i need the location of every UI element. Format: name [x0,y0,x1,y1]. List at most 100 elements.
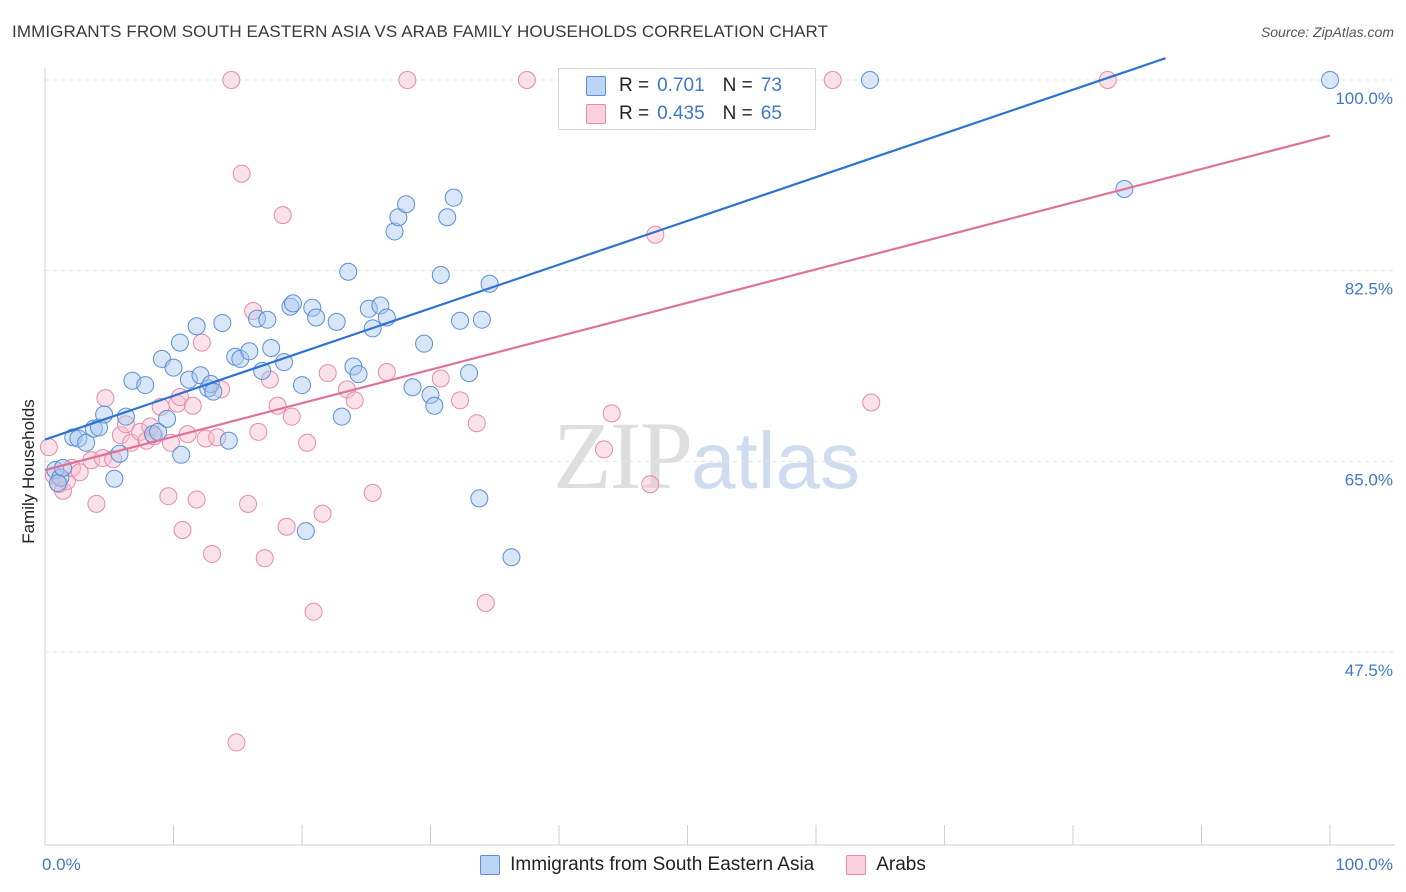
data-point-sea [1321,71,1339,89]
data-point-sea [281,297,300,316]
data-point-sea [303,298,322,317]
data-point-arabs [304,602,323,621]
data-point-arabs [345,391,364,410]
data-point-sea [296,522,315,541]
legend-item-arabs[interactable]: Arabs [846,854,926,876]
source-attribution: Source: ZipAtlas.com [1260,24,1394,40]
data-point-sea [385,222,404,241]
data-point-arabs [641,475,660,494]
data-point-sea [444,188,463,207]
stats-legend: R = 0.701 N = 73 R = 0.435 N = 65 [558,68,816,130]
data-point-arabs [70,463,89,482]
data-point-arabs [298,433,317,452]
data-point-sea [240,342,259,361]
data-point-sea [172,445,191,464]
legend-item-sea[interactable]: Immigrants from South Eastern Asia [480,854,814,876]
data-point-sea [415,334,434,353]
legend-swatch-sea [480,855,501,875]
data-point-arabs [398,71,417,89]
y-tick-label: 100.0% [1335,89,1393,108]
data-point-sea [77,433,96,452]
y-tick-label: 82.5% [1345,280,1393,299]
series-legend: Immigrants from South Eastern Asia Arabs [0,851,1406,879]
data-point-arabs [159,487,178,506]
data-point-arabs [192,333,211,352]
data-point-sea [502,548,521,567]
data-point-sea [403,378,422,397]
series-arabs-points [39,71,1117,752]
legend-swatch-sea [586,76,606,96]
data-point-arabs [183,396,202,415]
data-point-arabs [239,494,258,513]
r-label: R = [619,103,650,124]
legend-label-sea: Immigrants from South Eastern Asia [510,854,815,875]
data-point-sea [258,310,277,329]
legend-swatch-arabs [586,104,606,124]
data-point-arabs [363,483,382,502]
data-point-sea [860,71,879,89]
data-point-arabs [517,71,536,89]
data-point-arabs [431,369,450,388]
data-point-arabs [116,415,135,434]
y-tick-label: 65.0% [1345,470,1393,489]
n-value: 73 [760,75,782,96]
data-point-arabs [187,490,206,509]
data-point-sea [136,376,155,395]
data-point-arabs [451,391,470,410]
data-point-sea [431,266,450,285]
data-point-arabs [203,544,222,563]
data-point-sea [110,444,129,463]
data-point-sea [158,409,177,428]
data-point-arabs [823,71,842,89]
data-point-sea [231,349,250,368]
data-point-arabs [277,517,296,536]
watermark-zip: ZIP [553,402,693,509]
data-point-arabs [318,364,337,383]
data-point-sea [105,469,124,488]
data-point-sea [204,382,223,401]
watermark-atlas: atlas [691,416,860,505]
data-point-sea [219,431,238,450]
data-point-sea [179,370,198,389]
data-point-sea [480,274,499,293]
data-point-sea [438,208,457,227]
data-point-arabs [249,422,268,441]
trend-line-sea [44,57,1166,441]
data-point-sea [451,311,470,330]
data-point-arabs [594,440,613,459]
data-point-arabs [39,438,58,457]
axis-labels: 100.0% 82.5% 65.0% 47.5% 0.0% 100.0% Family Ho… [19,89,1393,874]
data-point-arabs [232,164,251,183]
data-point-arabs [212,380,231,399]
axes [44,68,1395,846]
legend-label-arabs: Arabs [876,854,926,875]
data-point-arabs [227,733,246,752]
data-point-sea [327,312,346,331]
data-point-sea [307,308,326,327]
trend-lines [44,57,1331,472]
data-point-arabs [273,206,292,225]
data-point-sea [359,299,378,318]
data-point-arabs [313,504,332,523]
data-point-sea [262,339,281,358]
data-point-arabs [282,407,301,426]
data-point-sea [284,294,303,313]
data-point-arabs [467,414,486,433]
data-point-sea [48,474,67,493]
legend-swatch-arabs [846,855,867,875]
n-value: 65 [760,103,782,124]
data-point-arabs [602,404,621,423]
data-point-sea [164,358,183,377]
data-point-sea [213,313,232,332]
n-label: N = [722,103,753,124]
data-point-sea [170,333,189,352]
data-point-sea [421,385,440,404]
chart-title: IMMIGRANTS FROM SOUTH EASTERN ASIA VS AR… [12,22,829,41]
data-point-arabs [377,362,396,381]
y-axis-label: Family Households [19,399,38,544]
zipatlas-watermark: ZIPatlas [553,400,860,511]
data-point-arabs [222,71,241,89]
stats-row-arabs: R = 0.435 N = 65 [586,101,782,127]
data-point-arabs [476,593,495,612]
